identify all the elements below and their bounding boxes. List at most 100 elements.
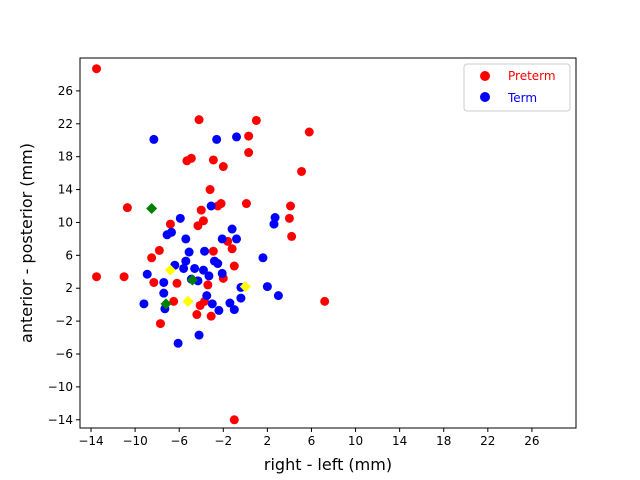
point-preterm <box>304 127 314 137</box>
point-term <box>262 282 272 292</box>
point-term <box>236 293 246 303</box>
point-preterm <box>92 64 102 74</box>
point-term <box>270 213 280 223</box>
point-term <box>149 134 159 144</box>
y-tick-label: 26 <box>58 84 73 98</box>
point-term <box>173 338 183 348</box>
y-tick-label: −6 <box>55 347 73 361</box>
point-term <box>159 277 169 287</box>
point-preterm <box>284 213 294 223</box>
point-term <box>214 305 224 315</box>
legend-box <box>463 63 571 112</box>
point-term <box>212 134 222 144</box>
y-tick-label: −2 <box>55 314 73 328</box>
point-preterm <box>186 153 196 163</box>
point-preterm <box>119 272 129 282</box>
legend-label-preterm: Preterm <box>508 69 556 83</box>
point-term <box>206 201 216 211</box>
point-term <box>213 259 223 269</box>
point-preterm <box>241 199 251 209</box>
y-tick-label: −14 <box>48 413 73 427</box>
point-preterm <box>192 310 202 320</box>
point-term <box>273 291 283 301</box>
point-preterm <box>218 162 228 172</box>
plot-marks <box>92 64 330 425</box>
point-term <box>184 247 194 257</box>
point-preterm <box>196 205 206 215</box>
point-preterm <box>169 296 179 306</box>
y-tick-label: −10 <box>48 380 73 394</box>
point-term <box>194 330 204 340</box>
point-term <box>225 298 235 308</box>
x-tick-label: −14 <box>78 434 103 448</box>
point-preterm <box>244 148 254 158</box>
x-tick-label: −2 <box>214 434 232 448</box>
point-preterm <box>147 253 157 263</box>
x-tick-label: 26 <box>524 434 539 448</box>
x-tick-label: 14 <box>392 434 407 448</box>
point-term <box>217 234 227 244</box>
x-axis-ticks: −14 −10 −6 −2 2 6 10 14 18 22 26 <box>78 428 540 448</box>
point-preterm <box>297 166 307 176</box>
legend-marker-preterm <box>480 71 490 81</box>
x-tick-label: 6 <box>308 434 316 448</box>
point-term <box>204 271 214 281</box>
x-tick-label: −10 <box>122 434 147 448</box>
point-preterm <box>229 261 239 271</box>
point-preterm <box>149 277 159 287</box>
point-preterm <box>92 272 102 282</box>
point-preterm <box>244 131 254 141</box>
y-tick-label: 14 <box>58 183 73 197</box>
x-tick-label: 2 <box>264 434 272 448</box>
point-term <box>159 288 169 298</box>
y-tick-label: 22 <box>58 117 73 131</box>
y-tick-label: 10 <box>58 215 73 229</box>
point-term <box>179 263 189 273</box>
point-preterm <box>155 319 165 329</box>
point-preterm <box>287 231 297 241</box>
point-term <box>181 256 191 266</box>
point-term <box>232 234 242 244</box>
point-term <box>142 269 152 279</box>
x-axis-title: right - left (mm) <box>264 455 392 474</box>
point-preterm <box>205 185 215 195</box>
point-preterm <box>208 155 218 165</box>
point-term <box>190 263 200 273</box>
x-tick-label: 18 <box>436 434 451 448</box>
point-preterm <box>286 201 296 211</box>
point-series-2-diamond <box>160 298 172 310</box>
y-tick-label: 6 <box>65 248 73 262</box>
point-preterm <box>227 244 237 254</box>
point-preterm <box>208 246 218 256</box>
x-tick-label: −6 <box>170 434 188 448</box>
point-preterm <box>206 311 216 321</box>
legend-label-term: Term <box>507 91 537 105</box>
point-series-2-diamond <box>186 274 198 286</box>
y-tick-label: 18 <box>58 150 73 164</box>
point-preterm <box>194 115 204 125</box>
point-term <box>217 268 227 278</box>
point-series-3-diamond <box>182 295 194 307</box>
point-term <box>227 224 237 234</box>
point-term <box>229 305 239 315</box>
point-preterm <box>172 278 182 288</box>
point-term <box>200 246 210 256</box>
point-preterm <box>251 115 261 125</box>
point-term <box>166 227 176 237</box>
plot-frame <box>79 57 577 429</box>
point-preterm <box>122 203 132 213</box>
point-series-2-diamond <box>146 202 158 214</box>
point-term <box>258 253 268 263</box>
legend: Preterm Term <box>463 63 571 112</box>
y-axis-title: anterior - posterior (mm) <box>17 143 36 343</box>
point-term <box>207 299 217 309</box>
y-tick-label: 2 <box>65 281 73 295</box>
point-term <box>181 234 191 244</box>
point-preterm <box>216 199 226 209</box>
point-term <box>198 265 208 275</box>
legend-marker-term <box>480 92 490 102</box>
point-series-3-diamond <box>164 264 176 276</box>
point-preterm <box>198 216 208 226</box>
point-term <box>175 213 185 223</box>
